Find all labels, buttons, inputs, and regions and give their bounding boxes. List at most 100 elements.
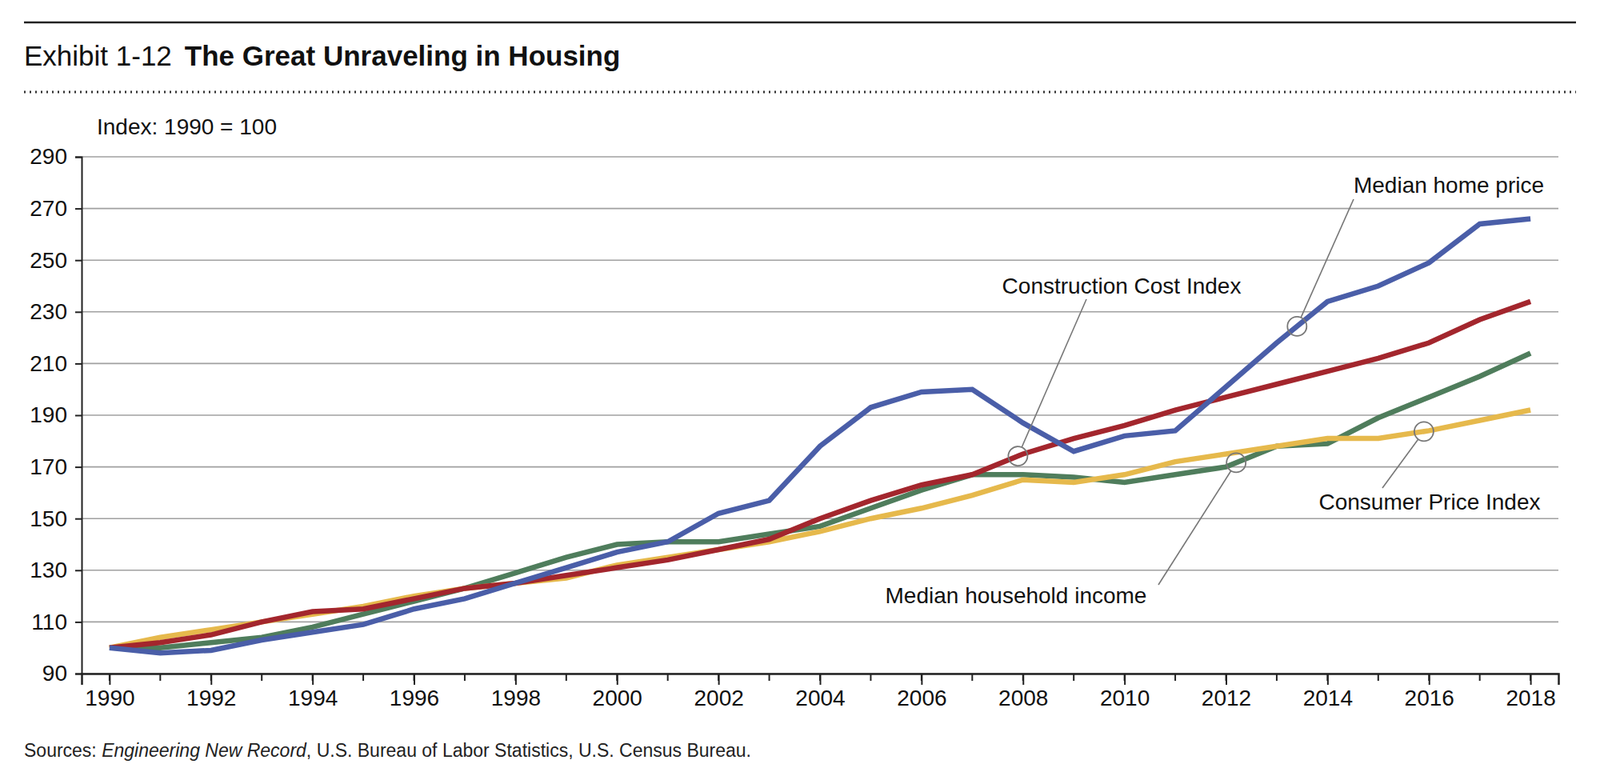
- x-tick: 2006: [896, 673, 947, 711]
- x-tick-label: 1992: [186, 685, 236, 711]
- x-tick-label: 2002: [693, 685, 744, 711]
- exhibit-label: Exhibit 1-12: [24, 40, 172, 72]
- y-tick-label: 250: [29, 248, 68, 273]
- y-tick: 90: [42, 660, 82, 686]
- x-tick-label: 2000: [592, 685, 643, 711]
- leader-line: [1021, 299, 1087, 448]
- y-tick: 270: [29, 196, 82, 221]
- x-tick-label: 2016: [1404, 685, 1455, 711]
- y-tick-mark: [75, 363, 82, 365]
- lines: [109, 219, 1531, 654]
- annotations: Median home price Construction Cost Index…: [885, 172, 1545, 608]
- x-tick-mark: [920, 673, 923, 685]
- series-label: Median home price: [1353, 172, 1544, 198]
- x-tick-label: 1994: [288, 685, 338, 711]
- x-tick-label: 2008: [998, 685, 1048, 711]
- y-tick: 210: [29, 351, 82, 376]
- source-part: , U.S. Bureau of Labor Statistics, U.S. …: [306, 740, 752, 761]
- series-label: Median household income: [885, 583, 1148, 608]
- grid-line: [81, 414, 1559, 416]
- title: Exhibit 1-12 The Great Unraveling in Hous…: [24, 40, 620, 72]
- series-line: [109, 352, 1531, 648]
- source-part: Sources:: [24, 740, 102, 761]
- grid-line: [81, 621, 1559, 624]
- x-tick-mark: [616, 673, 619, 685]
- series-line: [109, 301, 1531, 648]
- x-tick-mark: [1327, 673, 1329, 685]
- x-tick: 1996: [389, 673, 440, 711]
- x-tick: 1994: [288, 673, 338, 711]
- y-tick-label: 170: [29, 454, 68, 480]
- x-tick-label: 2006: [896, 685, 947, 711]
- x-tick: 2010: [1100, 673, 1150, 711]
- y-tick-label: 130: [29, 557, 68, 583]
- leader-line: [1382, 439, 1419, 488]
- x-tick-label: 2004: [795, 685, 845, 711]
- x-tick-label: 2018: [1505, 685, 1556, 711]
- y-tick: 170: [29, 454, 82, 480]
- y-tick-mark: [75, 311, 82, 313]
- y-tick-mark: [75, 208, 82, 210]
- y-tick: 110: [31, 609, 82, 635]
- x-tick-mark: [718, 673, 720, 685]
- y-axis-label: Index: 1990 = 100: [96, 114, 277, 140]
- y-axis: 90110130150170190210230250270290: [29, 144, 82, 686]
- source-part: Engineering New Record: [101, 740, 308, 761]
- x-tick-mark: [1124, 673, 1126, 685]
- leader-circle: [1226, 452, 1246, 472]
- y-tick: 150: [29, 506, 82, 532]
- title-text: The Great Unraveling in Housing: [184, 40, 621, 72]
- x-tick: 1998: [491, 673, 541, 711]
- leader-line: [1158, 471, 1232, 585]
- y-tick-label: 90: [42, 660, 68, 686]
- y-tick: 130: [29, 557, 82, 583]
- x-tick: 2002: [693, 673, 744, 711]
- top-rule: [24, 21, 1576, 24]
- leader-circle: [1287, 316, 1307, 336]
- x-tick: 2008: [998, 673, 1048, 711]
- y-tick-label: 230: [29, 299, 68, 324]
- y-tick-mark: [75, 466, 82, 468]
- series-label: Construction Cost Index: [1002, 273, 1242, 299]
- y-tick: 190: [29, 402, 82, 428]
- x-tick-label: 1998: [491, 685, 541, 711]
- grid-line: [81, 208, 1559, 210]
- grid-line: [81, 259, 1559, 261]
- x-tick-label: 2010: [1100, 685, 1150, 711]
- series-label: Consumer Price Index: [1318, 489, 1540, 515]
- x-tick: 2014: [1303, 673, 1353, 711]
- y-tick-mark: [75, 260, 82, 262]
- x-tick-mark: [515, 673, 517, 685]
- leader-circle: [1414, 421, 1434, 441]
- grid-line: [81, 311, 1559, 313]
- y-tick-mark: [75, 621, 82, 624]
- y-tick-label: 190: [29, 402, 68, 428]
- leader-line: [1300, 199, 1354, 318]
- x-tick: 2018: [1505, 673, 1556, 711]
- source: Sources: Engineering New Record, U.S. Bu…: [24, 740, 752, 761]
- x-tick-mark: [820, 673, 822, 685]
- x-tick: 1990: [84, 673, 135, 711]
- y-axis-line: [75, 157, 83, 675]
- y-tick-label: 150: [29, 506, 68, 532]
- x-tick-mark: [1428, 673, 1431, 685]
- x-tick-mark: [210, 673, 212, 685]
- y-tick-label: 210: [29, 351, 68, 376]
- y-tick-label: 270: [29, 196, 68, 221]
- x-axis: 1990 1992 1994 1996 1998 2000 2002 2004 2006 2008…: [82, 673, 1560, 711]
- y-tick-mark: [75, 569, 82, 572]
- y-tick-mark: [75, 518, 82, 520]
- grid-line: [81, 156, 1559, 158]
- x-tick-mark: [413, 673, 416, 685]
- x-tick-label: 2012: [1201, 685, 1252, 711]
- grid: [81, 156, 1559, 674]
- x-tick: 2012: [1201, 673, 1252, 711]
- grid-line: [81, 569, 1559, 572]
- y-tick-mark: [75, 415, 82, 417]
- y-tick-mark: [75, 673, 82, 676]
- grid-line: [81, 363, 1559, 365]
- x-tick: 2004: [795, 673, 845, 711]
- x-tick-label: 1990: [84, 685, 135, 711]
- leader-circle: [1008, 446, 1028, 466]
- x-tick-label: 1996: [389, 685, 440, 711]
